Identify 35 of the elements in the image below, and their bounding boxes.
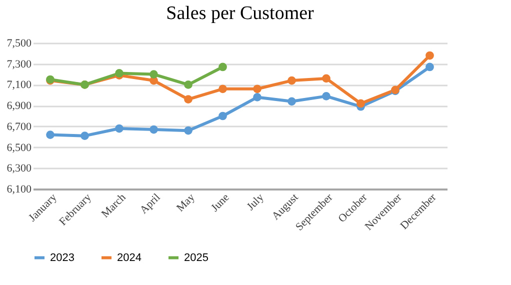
point <box>150 125 158 134</box>
x-tick-label: May <box>174 191 198 214</box>
point <box>218 112 227 120</box>
point <box>184 126 192 135</box>
point <box>46 130 54 139</box>
point <box>218 84 227 94</box>
legend-label: 2023 <box>50 252 74 264</box>
point <box>253 93 262 102</box>
x-tick-label: July <box>244 191 267 213</box>
point <box>218 62 227 72</box>
y-tick-label: 6,100 <box>6 184 32 196</box>
point <box>426 51 434 60</box>
legend-label: 2025 <box>184 252 208 264</box>
y-tick-label: 6,900 <box>6 100 32 112</box>
point <box>150 70 158 78</box>
point <box>426 62 434 72</box>
point <box>184 80 192 89</box>
y-tick-label: 7,100 <box>6 79 32 92</box>
legend-label: 2024 <box>117 252 142 264</box>
x-tick-label: June <box>208 191 232 214</box>
point <box>322 92 330 100</box>
y-tick-label: 7,500 <box>6 38 32 50</box>
y-tick-label: 7,300 <box>6 58 32 70</box>
chart-title: Sales per Customer <box>166 3 315 24</box>
point <box>356 99 365 108</box>
point <box>288 97 296 106</box>
point <box>80 132 89 140</box>
point <box>322 74 330 83</box>
point <box>115 124 124 133</box>
point <box>253 84 262 94</box>
y-tick-label: 6,300 <box>6 162 32 175</box>
y-tick-label: 6,700 <box>6 120 32 133</box>
y-tick-label: 6,500 <box>6 142 32 154</box>
point <box>288 76 296 85</box>
point <box>184 95 192 104</box>
